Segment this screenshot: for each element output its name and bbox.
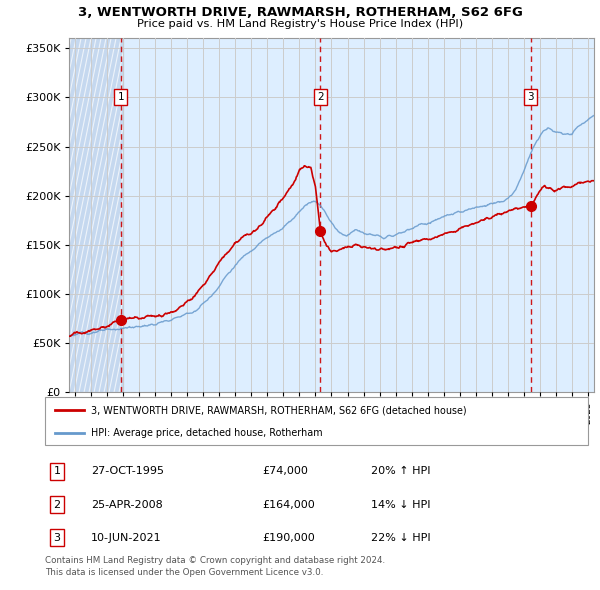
- Text: £164,000: £164,000: [262, 500, 315, 510]
- Text: 3: 3: [527, 93, 534, 102]
- Text: 2: 2: [53, 500, 61, 510]
- Text: 1: 1: [53, 467, 61, 476]
- Text: 1: 1: [118, 93, 124, 102]
- Text: Contains HM Land Registry data © Crown copyright and database right 2024.: Contains HM Land Registry data © Crown c…: [45, 556, 385, 565]
- Text: £74,000: £74,000: [262, 467, 308, 476]
- Text: 22% ↓ HPI: 22% ↓ HPI: [371, 533, 430, 543]
- Text: Price paid vs. HM Land Registry's House Price Index (HPI): Price paid vs. HM Land Registry's House …: [137, 19, 463, 29]
- FancyBboxPatch shape: [45, 397, 588, 445]
- Text: 14% ↓ HPI: 14% ↓ HPI: [371, 500, 430, 510]
- Text: 27-OCT-1995: 27-OCT-1995: [91, 467, 164, 476]
- Text: 3, WENTWORTH DRIVE, RAWMARSH, ROTHERHAM, S62 6FG: 3, WENTWORTH DRIVE, RAWMARSH, ROTHERHAM,…: [77, 6, 523, 19]
- Text: 10-JUN-2021: 10-JUN-2021: [91, 533, 162, 543]
- Text: 25-APR-2008: 25-APR-2008: [91, 500, 163, 510]
- Text: HPI: Average price, detached house, Rotherham: HPI: Average price, detached house, Roth…: [91, 428, 323, 438]
- Text: This data is licensed under the Open Government Licence v3.0.: This data is licensed under the Open Gov…: [45, 568, 323, 576]
- Text: £190,000: £190,000: [262, 533, 315, 543]
- Text: 20% ↑ HPI: 20% ↑ HPI: [371, 467, 430, 476]
- Text: 3, WENTWORTH DRIVE, RAWMARSH, ROTHERHAM, S62 6FG (detached house): 3, WENTWORTH DRIVE, RAWMARSH, ROTHERHAM,…: [91, 405, 467, 415]
- Text: 2: 2: [317, 93, 324, 102]
- Text: 3: 3: [53, 533, 61, 543]
